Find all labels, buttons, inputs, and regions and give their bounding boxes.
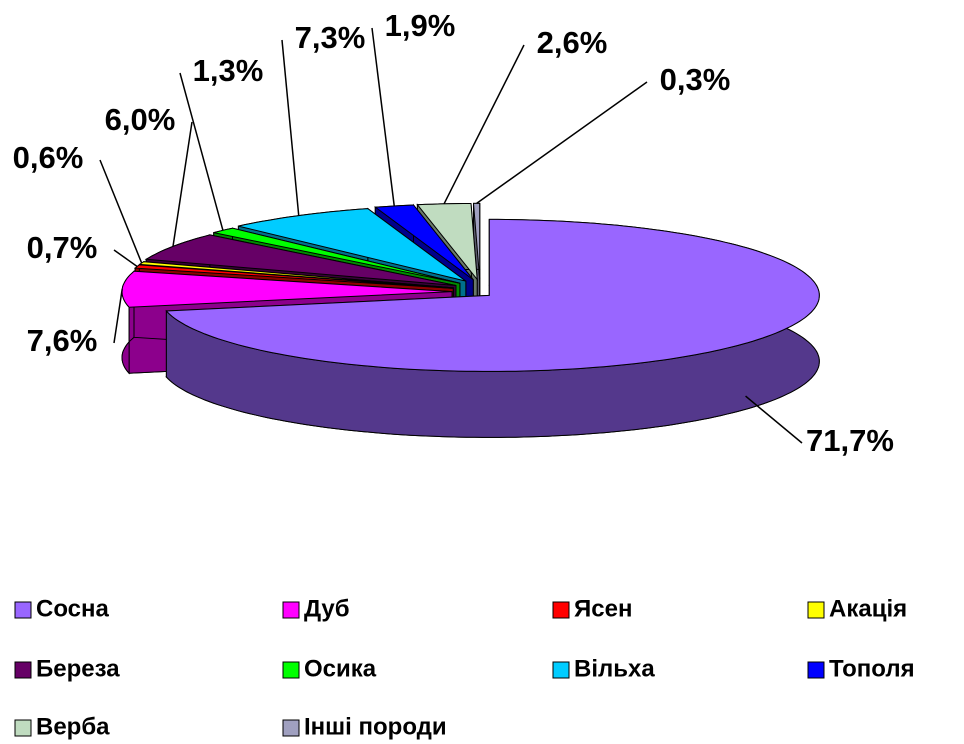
- slice: [165, 218, 820, 438]
- legend-swatch: [282, 661, 300, 679]
- leader-line: [443, 44, 525, 205]
- leader-line: [371, 27, 395, 207]
- leader-line: [172, 121, 193, 247]
- leader-line: [476, 81, 648, 205]
- slice-top: [416, 203, 478, 282]
- legend-swatch: [807, 661, 825, 679]
- legend-swatch: [282, 719, 300, 737]
- legend-label: Осика: [304, 655, 377, 682]
- leader-line: [745, 395, 803, 444]
- slice-top: [121, 270, 453, 308]
- legend-label: Береза: [36, 655, 120, 682]
- value-label: 1,9%: [385, 8, 456, 43]
- leader-line: [281, 39, 300, 216]
- legend-label: Тополя: [829, 655, 915, 682]
- value-label: 1,3%: [193, 53, 264, 88]
- leader-line: [113, 249, 138, 268]
- value-label: 6,0%: [105, 102, 176, 137]
- legend-label: Сосна: [36, 595, 110, 622]
- slice-top: [133, 264, 454, 289]
- legend-swatch: [807, 601, 825, 619]
- legend-label: Дуб: [304, 595, 350, 622]
- legend-swatch: [14, 719, 32, 737]
- legend-label: Ясен: [574, 595, 632, 622]
- legend-swatch: [552, 601, 570, 619]
- slice-top: [472, 202, 481, 280]
- legend-label: Вільха: [574, 655, 655, 682]
- value-label: 2,6%: [537, 25, 608, 60]
- slice-top: [238, 208, 467, 282]
- leader-line: [179, 72, 224, 231]
- value-label: 0,6%: [13, 140, 84, 175]
- value-label: 0,3%: [660, 62, 731, 97]
- value-label: 71,7%: [806, 423, 894, 458]
- value-label: 0,7%: [27, 230, 98, 265]
- value-label: 7,3%: [295, 20, 366, 55]
- legend-swatch: [282, 601, 300, 619]
- leader-line: [113, 289, 123, 344]
- legend-label: Верба: [36, 713, 110, 740]
- slice-top: [165, 218, 820, 372]
- legend-swatch: [14, 601, 32, 619]
- value-label: 7,6%: [27, 323, 98, 358]
- legend-swatch: [552, 661, 570, 679]
- legend-label: Інші породи: [304, 713, 447, 740]
- legend-swatch: [14, 661, 32, 679]
- slice-top: [373, 204, 474, 281]
- legend-label: Акація: [829, 595, 907, 622]
- leader-line: [99, 159, 143, 264]
